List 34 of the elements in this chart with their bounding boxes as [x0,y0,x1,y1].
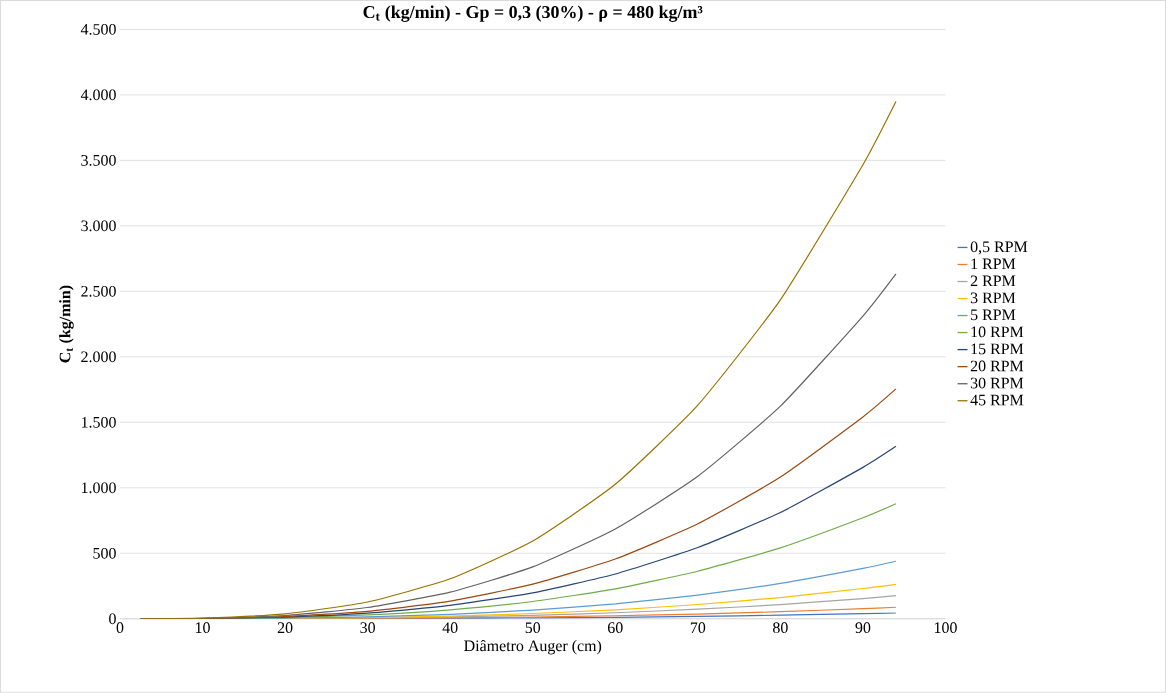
x-tick-label: 60 [607,622,623,634]
x-tick-label: 90 [855,622,871,634]
x-tick-label: 20 [277,622,293,634]
y-tick-label: 3.000 [81,220,116,232]
y-tick-label: 2.500 [81,286,116,297]
y-tick-label: 500 [93,548,116,559]
y-tick-label: 4.000 [80,89,116,101]
x-tick-label: 10 [195,622,210,634]
x-tick-label: 70 [690,622,706,634]
legend-label: 10 RPM [971,326,1024,338]
x-tick-label: 50 [525,622,541,634]
x-axis-title: Diâmetro Auger (cm) [464,640,602,655]
legend-label: 20 RPM [970,360,1024,372]
x-tick-label: 40 [442,622,458,634]
y-tick-label: 4.500 [80,24,116,35]
legend-label: 3 RPM [970,292,1016,304]
legend-label: 2 RPM [970,275,1016,287]
y-axis-title: C$_{t}$ (kg/min) [59,285,74,363]
y-tick-label: 3.500 [81,155,116,166]
legend-label: 5 RPM [971,309,1016,321]
y-tick-label: 2.000 [81,351,116,363]
legend-label: 0,5 RPM [970,241,1028,255]
legend-label: 30 RPM [970,377,1024,389]
chart-title: C$_{t}$ (kg/min) - Gp = 0,3 (30%) - ρ = 480 kg/m³ [363,5,703,23]
y-tick-label: 1.500 [81,417,116,428]
legend-label: 15 RPM [971,343,1024,355]
x-tick-label: 80 [773,622,788,634]
legend-label: 1 RPM [971,258,1016,270]
y-tick-label: 0 [109,613,116,625]
legend-label: 45 RPM [970,394,1024,406]
y-tick-label: 1.000 [81,482,116,494]
x-tick-label: 100 [934,622,957,634]
x-tick-label: 0 [116,622,124,634]
x-tick-label: 30 [360,622,375,634]
